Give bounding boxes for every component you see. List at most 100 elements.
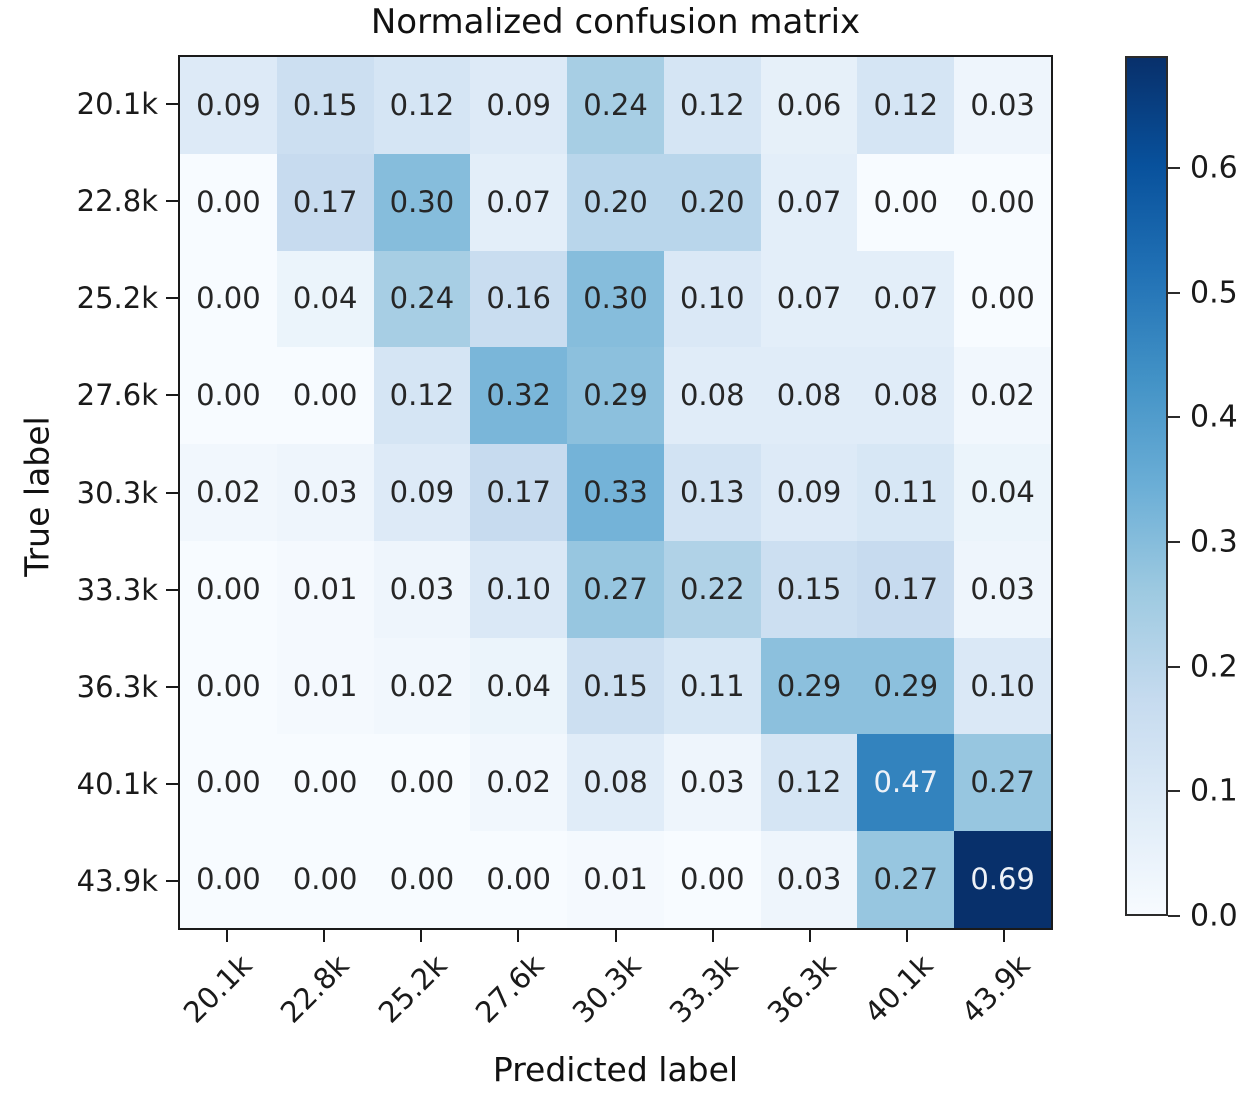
- x-tick-label: 43.9k: [954, 948, 1037, 1030]
- heatmap-cell: 0.00: [276, 347, 374, 445]
- colorbar-tick-label: 0.5: [1190, 275, 1238, 311]
- heatmap-cell: 0.00: [180, 540, 277, 638]
- heatmap-cell: 0.07: [760, 153, 858, 251]
- heatmap-cell: 0.47: [857, 734, 955, 832]
- heatmap-cell: 0.00: [857, 153, 955, 251]
- y-tick-label: 40.1k: [76, 767, 158, 802]
- heatmap-cell: 0.02: [180, 444, 277, 541]
- y-tick-mark: [166, 491, 178, 494]
- heatmap-cell: 0.11: [663, 637, 761, 735]
- heatmap-cell: 0.12: [373, 57, 471, 154]
- heatmap-cell: 0.27: [567, 540, 664, 638]
- heatmap-cell: 0.12: [760, 734, 858, 832]
- colorbar-tick-label: 0.0: [1190, 898, 1238, 934]
- heatmap-cell: 0.01: [276, 637, 374, 735]
- heatmap-cell: 0.08: [567, 734, 664, 832]
- x-tick-mark: [225, 930, 228, 942]
- colorbar-tick-mark: [1168, 790, 1180, 793]
- y-tick-mark: [166, 588, 178, 591]
- heatmap-cell: 0.00: [180, 734, 277, 832]
- heatmap-cell: 0.20: [567, 153, 664, 251]
- heatmap-cell: 0.17: [470, 444, 568, 541]
- y-tick-label: 20.1k: [76, 86, 158, 121]
- colorbar-tick-label: 0.3: [1190, 524, 1238, 560]
- heatmap-cell: 0.00: [276, 831, 374, 928]
- heatmap-cell: 0.08: [760, 347, 858, 445]
- colorbar-tick-label: 0.6: [1190, 150, 1238, 186]
- heatmap-cell: 0.30: [567, 250, 664, 348]
- x-tick-label: 30.3k: [565, 948, 648, 1030]
- y-tick-mark: [166, 685, 178, 688]
- y-tick-label: 25.2k: [76, 281, 158, 316]
- heatmap-cell: 0.08: [663, 347, 761, 445]
- heatmap-cell: 0.03: [276, 444, 374, 541]
- x-tick-label: 27.6k: [468, 948, 551, 1030]
- heatmap-cell: 0.00: [373, 831, 471, 928]
- heatmap-cell: 0.00: [373, 734, 471, 832]
- x-tick-label: 36.3k: [760, 948, 842, 1030]
- heatmap-cell: 0.00: [470, 831, 568, 928]
- y-tick-label: 27.6k: [76, 378, 158, 413]
- x-tick-mark: [711, 930, 714, 942]
- heatmap-cell: 0.00: [180, 250, 277, 348]
- x-tick-mark: [614, 930, 617, 942]
- x-tick-mark: [906, 930, 909, 942]
- heatmap-cell: 0.12: [857, 57, 955, 154]
- colorbar-tick-mark: [1168, 541, 1180, 544]
- heatmap-cell: 0.17: [857, 540, 955, 638]
- heatmap-cell: 0.17: [276, 153, 374, 251]
- x-tick-label: 25.2k: [371, 948, 454, 1030]
- heatmap-cell: 0.15: [567, 637, 664, 735]
- colorbar-tick-mark: [1168, 915, 1180, 917]
- heatmap-cell: 0.06: [760, 57, 858, 154]
- heatmap-cell: 0.09: [180, 57, 277, 154]
- heatmap-cell: 0.12: [663, 57, 761, 154]
- heatmap-cell: 0.00: [180, 831, 277, 928]
- heatmap-cell: 0.09: [373, 444, 471, 541]
- colorbar-tick-mark: [1168, 291, 1180, 294]
- heatmap-cell: 0.03: [663, 734, 761, 832]
- heatmap-cell: 0.32: [470, 347, 568, 445]
- x-tick-label: 33.3k: [663, 948, 745, 1030]
- heatmap-cell: 0.29: [857, 637, 955, 735]
- heatmap-cell: 0.10: [470, 540, 568, 638]
- heatmap-cell: 0.24: [373, 250, 471, 348]
- colorbar-tick-mark: [1168, 665, 1180, 668]
- heatmap-cell: 0.03: [954, 57, 1051, 154]
- heatmap-cell: 0.15: [276, 57, 374, 154]
- heatmap-cell: 0.07: [857, 250, 955, 348]
- colorbar-tick-label: 0.1: [1190, 773, 1238, 809]
- heatmap-cell: 0.04: [276, 250, 374, 348]
- heatmap-cell: 0.15: [760, 540, 858, 638]
- heatmap-cell: 0.01: [567, 831, 664, 928]
- colorbar-tick-mark: [1168, 167, 1180, 170]
- heatmap-cell: 0.03: [954, 540, 1051, 638]
- y-tick-mark: [166, 394, 178, 397]
- x-tick-label: 22.8k: [274, 948, 356, 1030]
- y-tick-label: 22.8k: [76, 183, 158, 218]
- y-tick-mark: [166, 199, 178, 202]
- heatmap-cell: 0.12: [373, 347, 471, 445]
- heatmap-cell: 0.02: [954, 347, 1051, 445]
- x-tick-mark: [1003, 930, 1006, 942]
- colorbar-tick-label: 0.2: [1190, 649, 1238, 685]
- heatmap-cell: 0.00: [180, 637, 277, 735]
- heatmap-cell: 0.00: [276, 734, 374, 832]
- heatmap-cell: 0.04: [954, 444, 1051, 541]
- heatmap-cell: 0.00: [180, 153, 277, 251]
- heatmap-cell: 0.07: [760, 250, 858, 348]
- heatmap-cell: 0.07: [470, 153, 568, 251]
- heatmap-cell: 0.10: [954, 637, 1051, 735]
- colorbar-tick-label: 0.4: [1190, 399, 1238, 435]
- heatmap-cell: 0.09: [470, 57, 568, 154]
- heatmap-cell: 0.01: [276, 540, 374, 638]
- heatmap-cell: 0.16: [470, 250, 568, 348]
- x-tick-mark: [322, 930, 325, 942]
- x-tick-label: 20.1k: [177, 948, 259, 1030]
- heatmap-cell: 0.10: [663, 250, 761, 348]
- heatmap-cell: 0.00: [663, 831, 761, 928]
- y-tick-label: 36.3k: [76, 669, 158, 704]
- y-tick-label: 33.3k: [76, 572, 158, 607]
- heatmap-cell: 0.29: [760, 637, 858, 735]
- heatmap-cell: 0.00: [180, 347, 277, 445]
